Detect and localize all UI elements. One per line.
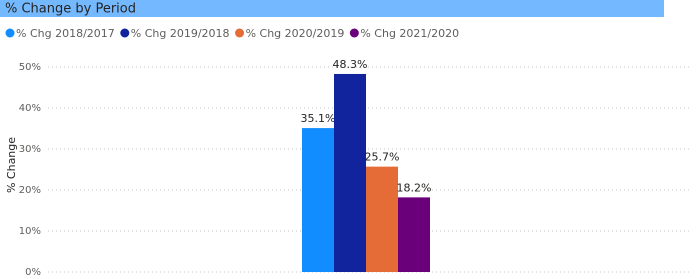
legend-label: % Chg 2019/2018 [131,27,230,40]
value-label: 25.7% [365,151,400,164]
legend-marker [235,28,245,38]
bar [398,197,430,272]
y-tick-label: 20% [19,185,41,196]
value-label: 48.3% [333,58,368,71]
legend-marker [5,28,15,38]
value-label: 35.1% [301,112,336,125]
legend-label: % Chg 2020/2019 [246,27,345,40]
value-label: 18.2% [397,181,432,194]
bar [366,166,398,272]
y-tick-label: 0% [25,267,41,278]
y-tick-label: 30% [19,144,41,155]
legend-marker [349,28,359,38]
y-tick-label: 10% [19,226,41,237]
bar [334,73,366,272]
y-axis-label: % Change [5,137,18,193]
bar [302,128,334,272]
legend-label: % Chg 2018/2017 [16,27,115,40]
legend-label: % Chg 2021/2020 [360,27,459,40]
chart-title: % Change by Period [5,2,136,17]
y-tick-label: 40% [19,103,41,114]
legend-marker [120,28,130,38]
title-bar [0,0,664,17]
y-tick-label: 50% [19,62,41,73]
